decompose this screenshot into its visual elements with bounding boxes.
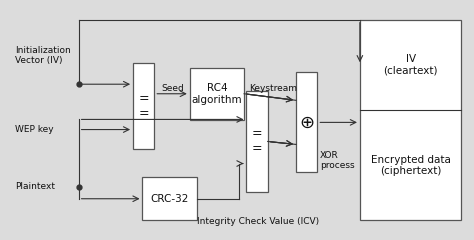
Text: WEP key: WEP key: [15, 125, 54, 134]
Text: Encrypted data
(ciphertext): Encrypted data (ciphertext): [371, 155, 451, 176]
Text: IV
(cleartext): IV (cleartext): [383, 54, 438, 76]
Text: RC4
algorithm: RC4 algorithm: [191, 83, 242, 105]
Text: Keystream: Keystream: [249, 84, 297, 93]
FancyBboxPatch shape: [296, 72, 318, 173]
FancyBboxPatch shape: [143, 177, 197, 220]
Text: Initialization
Vector (IV): Initialization Vector (IV): [15, 46, 71, 65]
Text: XOR
process: XOR process: [319, 151, 355, 170]
FancyBboxPatch shape: [190, 67, 244, 120]
Text: =
=: = =: [138, 92, 149, 120]
Text: Plaintext: Plaintext: [15, 182, 55, 191]
Text: ⊕: ⊕: [299, 113, 314, 131]
FancyBboxPatch shape: [246, 91, 268, 192]
Text: Integrity Check Value (ICV): Integrity Check Value (ICV): [197, 217, 319, 226]
Text: Seed: Seed: [161, 84, 184, 93]
FancyBboxPatch shape: [360, 20, 462, 220]
Text: CRC-32: CRC-32: [150, 194, 189, 204]
FancyBboxPatch shape: [133, 63, 155, 149]
Text: =
=: = =: [252, 127, 263, 156]
